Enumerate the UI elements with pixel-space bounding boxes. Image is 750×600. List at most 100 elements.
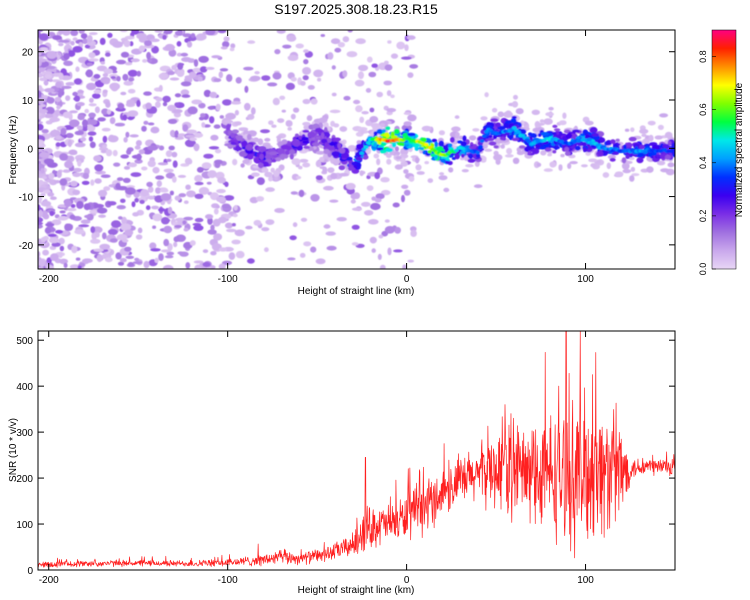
spectrogram-cell [468, 135, 477, 141]
spectrogram-cell [312, 142, 320, 147]
spectrogram-cell [163, 238, 170, 247]
spectrogram-cell [401, 56, 412, 60]
spectrogram-cell [73, 78, 83, 85]
spectrogram-cell [52, 35, 62, 41]
spectrogram-cell [63, 52, 70, 60]
spectrogram-cell [493, 145, 499, 149]
spectrogram-cell [45, 65, 56, 70]
spectrogram-cell [230, 43, 236, 49]
spectrogram-cell [560, 153, 565, 158]
spectrogram-cell [384, 219, 390, 223]
spectrogram-cell [120, 198, 126, 203]
spectrogram-cell [602, 172, 610, 178]
spectrogram-cell [55, 81, 62, 88]
spectrogram-cell [72, 37, 78, 41]
spectrogram-xtick-label: -100 [218, 274, 238, 285]
spectrogram-cell [434, 141, 439, 148]
spectrogram-cell [475, 153, 481, 158]
spectrogram-cell [569, 161, 578, 165]
spectrogram-cell [219, 68, 229, 72]
spectrogram-cell [63, 60, 73, 66]
spectrogram-cell [264, 137, 271, 142]
spectrogram-cell [440, 158, 446, 163]
spectrogram-cell [130, 58, 140, 63]
spectrogram-cell [168, 49, 177, 57]
spectrogram-cell [111, 220, 121, 228]
spectrogram-cell [302, 67, 312, 75]
spectrogram-cell [612, 151, 619, 155]
spectrogram-cell [289, 149, 296, 155]
spectrogram-cell [198, 55, 209, 63]
spectrogram-cell [38, 123, 44, 131]
spectrogram-cell [385, 126, 391, 131]
spectrogram-cell [459, 135, 464, 140]
spectrogram-cell [414, 146, 419, 151]
spectrogram-cell [306, 115, 313, 122]
spectrogram-cell [654, 135, 663, 140]
spectrogram-cell [493, 154, 503, 161]
spectrogram-cell [126, 149, 132, 155]
spectrogram-cell [217, 177, 227, 184]
spectrogram-ylabel: Frequency (Hz) [8, 116, 19, 185]
snr-panel: -200 -100 0 100 0 100 200 300 400 500 Height of s… [8, 330, 676, 596]
spectrogram-cell [373, 131, 378, 136]
spectrogram-cell [394, 226, 401, 234]
spectrogram-cell [485, 125, 493, 129]
spectrogram-cell [157, 162, 169, 166]
colorbar-tick-label: 0.6 [698, 103, 708, 116]
spectrogram-cell [330, 172, 338, 180]
spectrogram-cell [45, 120, 53, 125]
spectrogram-cell [118, 216, 123, 220]
spectrogram-cell [209, 116, 215, 124]
spectrogram-cell [124, 187, 136, 195]
spectrogram-cell [59, 210, 66, 214]
spectrogram-cell [358, 64, 369, 72]
spectrogram-cell [504, 154, 513, 158]
spectrogram-cell [294, 133, 299, 138]
spectrogram-cell [75, 257, 81, 261]
spectrogram-cell [129, 134, 139, 138]
spectrogram-cell [591, 133, 599, 137]
spectrogram-cell [438, 175, 448, 181]
spectrogram-cell [543, 168, 553, 172]
spectrogram-cell [138, 45, 146, 52]
spectrogram-cell [185, 184, 191, 190]
spectrogram-cell [230, 101, 242, 105]
spectrogram-cell [268, 176, 273, 182]
spectrogram-cell [161, 217, 170, 225]
spectrogram-cell [101, 144, 107, 149]
spectrogram-cell [182, 33, 192, 38]
spectrogram-cell [401, 124, 412, 132]
spectrogram-cell [418, 146, 425, 150]
spectrogram-cell [336, 217, 347, 222]
spectrogram-cell [537, 133, 542, 137]
spectrogram-cell [235, 135, 244, 139]
spectrogram-cell [158, 253, 164, 261]
spectrogram-cell [231, 129, 239, 134]
spectrogram-cell [298, 165, 303, 170]
spectrogram-cell [163, 168, 174, 173]
spectrogram-cell [376, 158, 381, 166]
spectrogram-cell [65, 82, 75, 86]
spectrogram-cell [207, 229, 217, 235]
spectrogram-cell [167, 118, 178, 124]
spectrogram-cell [270, 167, 275, 173]
spectrogram-cell [468, 153, 473, 159]
spectrogram-cell [143, 91, 152, 96]
spectrogram-cell [295, 43, 304, 49]
colorbar-tick-label: 0.0 [698, 263, 708, 276]
spectrogram-cell [71, 245, 78, 254]
spectrogram-cell [120, 154, 129, 159]
spectrogram-cell [315, 136, 321, 140]
spectrogram-cell [438, 140, 445, 148]
spectrogram-cell [198, 187, 210, 195]
spectrogram-cell [152, 166, 160, 174]
spectrogram-cell [407, 72, 414, 78]
spectrogram-cell [38, 90, 42, 98]
spectrogram-cell [355, 38, 366, 45]
spectrogram-cell [394, 146, 399, 152]
spectrogram-cell [303, 241, 312, 247]
spectrogram-cell [231, 239, 241, 245]
spectrogram-cell [410, 229, 417, 237]
spectrogram-cell [114, 122, 126, 127]
